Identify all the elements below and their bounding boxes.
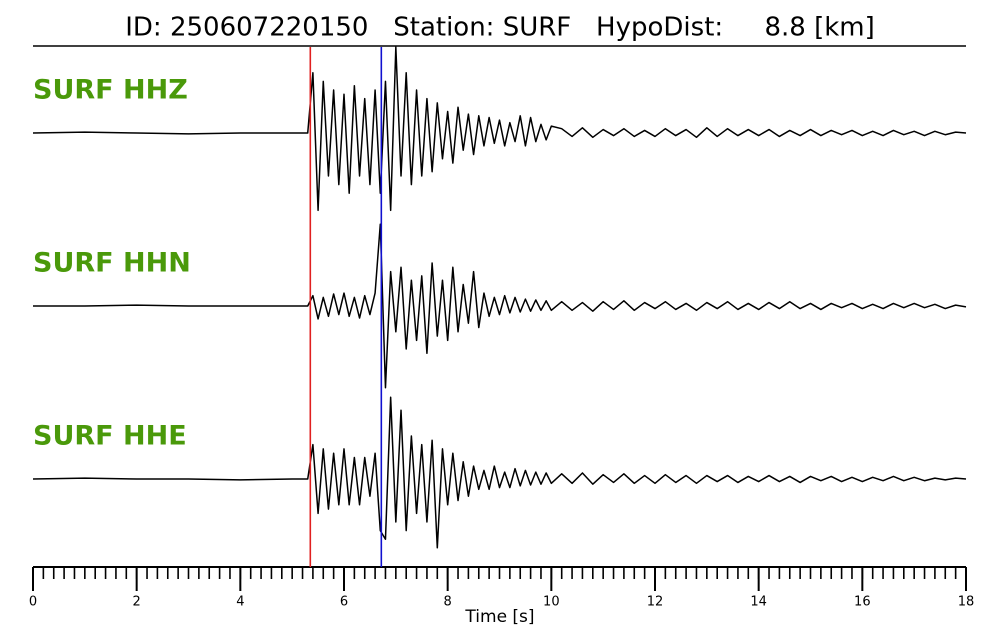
x-tick-label: 18 — [958, 595, 975, 610]
waveform — [32, 46, 967, 212]
x-tick-label: 2 — [133, 595, 141, 610]
x-axis-label: Time [s] — [464, 607, 534, 627]
x-tick-label: 14 — [750, 595, 767, 610]
x-tick-label: 6 — [340, 595, 348, 610]
trace-label: SURF HHN — [33, 248, 191, 279]
x-tick-label: 4 — [236, 595, 244, 610]
trace-label: SURF HHE — [33, 421, 187, 452]
trace-label: SURF HHZ — [33, 75, 188, 106]
x-tick-label: 16 — [854, 595, 871, 610]
x-tick-label: 8 — [444, 595, 452, 610]
x-tick-label: 0 — [29, 595, 37, 610]
waveform — [32, 396, 967, 549]
x-tick-label: 10 — [543, 595, 560, 610]
chart-title: ID: 250607220150 Station: SURF HypoDist:… — [125, 13, 875, 43]
waveform — [33, 223, 967, 389]
x-tick-label: 12 — [647, 595, 664, 610]
